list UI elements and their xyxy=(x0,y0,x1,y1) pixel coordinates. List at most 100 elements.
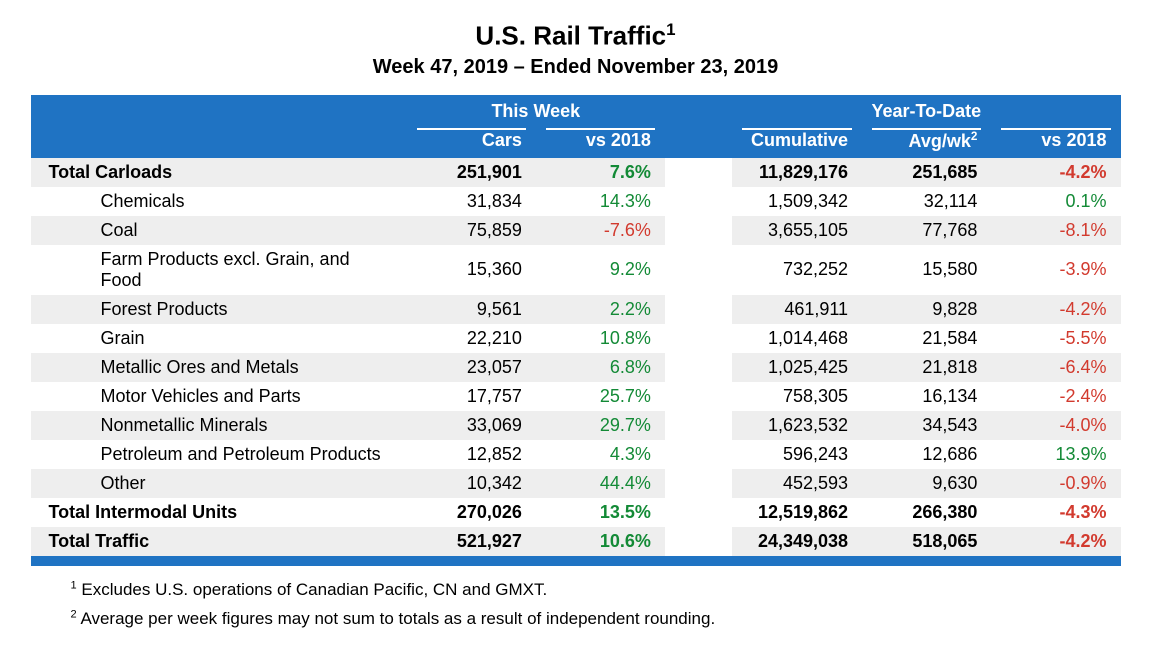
header-cars: Cars xyxy=(407,128,536,158)
row-label: Metallic Ores and Metals xyxy=(31,353,407,382)
gap-cell xyxy=(665,295,732,324)
week-vs-value: 9.2% xyxy=(536,245,665,295)
week-vs-value: 25.7% xyxy=(536,382,665,411)
cumulative-value: 1,509,342 xyxy=(732,187,862,216)
week-vs-value: 4.3% xyxy=(536,440,665,469)
avgwk-value: 266,380 xyxy=(862,498,991,527)
cars-value: 521,927 xyxy=(407,527,536,556)
cars-value: 251,901 xyxy=(407,158,536,187)
cars-value: 15,360 xyxy=(407,245,536,295)
cumulative-value: 3,655,105 xyxy=(732,216,862,245)
table-row: Farm Products excl. Grain, and Food15,36… xyxy=(31,245,1121,295)
footnote-2-text: Average per week figures may not sum to … xyxy=(77,609,716,628)
table-row: Total Intermodal Units270,02613.5%12,519… xyxy=(31,498,1121,527)
row-label: Other xyxy=(31,469,407,498)
title-text: U.S. Rail Traffic xyxy=(475,21,666,51)
row-label: Total Traffic xyxy=(31,527,407,556)
cumulative-value: 732,252 xyxy=(732,245,862,295)
table-row: Total Traffic521,92710.6% 24,349,038518,0… xyxy=(31,527,1121,556)
cumulative-value: 1,025,425 xyxy=(732,353,862,382)
ytd-vs-value: -3.9% xyxy=(991,245,1120,295)
rail-traffic-table: This Week Year-To-Date Cars vs 2018 Cumu… xyxy=(31,95,1121,556)
cars-value: 17,757 xyxy=(407,382,536,411)
ytd-vs-value: -4.0% xyxy=(991,411,1120,440)
cumulative-value: 24,349,038 xyxy=(732,527,862,556)
row-label: Petroleum and Petroleum Products xyxy=(31,440,407,469)
page-subtitle: Week 47, 2019 – Ended November 23, 2019 xyxy=(31,56,1121,79)
week-vs-value: 13.5% xyxy=(536,498,665,527)
week-vs-value: 44.4% xyxy=(536,469,665,498)
avgwk-value: 251,685 xyxy=(862,158,991,187)
avgwk-value: 16,134 xyxy=(862,382,991,411)
header-ytd: Year-To-Date xyxy=(732,95,1120,128)
table-row: Total Carloads251,9017.6% 11,829,176251,6… xyxy=(31,158,1121,187)
avgwk-value: 12,686 xyxy=(862,440,991,469)
cars-value: 33,069 xyxy=(407,411,536,440)
week-vs-value: 10.6% xyxy=(536,527,665,556)
header-gap xyxy=(665,95,732,128)
avgwk-value: 32,114 xyxy=(862,187,991,216)
cars-value: 9,561 xyxy=(407,295,536,324)
cars-value: 75,859 xyxy=(407,216,536,245)
cumulative-value: 596,243 xyxy=(732,440,862,469)
header-avgwk-sup: 2 xyxy=(971,130,978,143)
table-row: Motor Vehicles and Parts17,75725.7%758,3… xyxy=(31,382,1121,411)
week-vs-value: 7.6% xyxy=(536,158,665,187)
gap-cell xyxy=(665,158,732,187)
header-week-vs: vs 2018 xyxy=(536,128,665,158)
avgwk-value: 518,065 xyxy=(862,527,991,556)
row-label: Coal xyxy=(31,216,407,245)
ytd-vs-value: -2.4% xyxy=(991,382,1120,411)
avgwk-value: 21,584 xyxy=(862,324,991,353)
avgwk-value: 9,630 xyxy=(862,469,991,498)
week-vs-value: 2.2% xyxy=(536,295,665,324)
gap-cell xyxy=(665,440,732,469)
row-label: Nonmetallic Minerals xyxy=(31,411,407,440)
gap-cell xyxy=(665,324,732,353)
cumulative-value: 758,305 xyxy=(732,382,862,411)
ytd-vs-value: -5.5% xyxy=(991,324,1120,353)
ytd-vs-value: 0.1% xyxy=(991,187,1120,216)
header-avgwk: Avg/wk2 xyxy=(862,128,991,158)
table-row: Grain22,21010.8%1,014,46821,584-5.5% xyxy=(31,324,1121,353)
header-blank xyxy=(31,95,407,128)
table-row: Petroleum and Petroleum Products12,8524.… xyxy=(31,440,1121,469)
table-row: Nonmetallic Minerals33,06929.7% 1,623,532… xyxy=(31,411,1121,440)
row-label: Forest Products xyxy=(31,295,407,324)
table-row: Metallic Ores and Metals23,0576.8%1,025,… xyxy=(31,353,1121,382)
week-vs-value: -7.6% xyxy=(536,216,665,245)
header-gap-2 xyxy=(665,128,732,158)
week-vs-value: 6.8% xyxy=(536,353,665,382)
ytd-vs-value: -4.2% xyxy=(991,527,1120,556)
week-vs-value: 29.7% xyxy=(536,411,665,440)
table-row: Forest Products9,5612.2%461,9119,828-4.2… xyxy=(31,295,1121,324)
cumulative-value: 1,623,532 xyxy=(732,411,862,440)
cumulative-value: 1,014,468 xyxy=(732,324,862,353)
ytd-vs-value: -4.3% xyxy=(991,498,1120,527)
cars-value: 12,852 xyxy=(407,440,536,469)
gap-cell xyxy=(665,498,732,527)
row-label: Total Carloads xyxy=(31,158,407,187)
avgwk-value: 34,543 xyxy=(862,411,991,440)
title-sup: 1 xyxy=(666,20,675,39)
ytd-vs-value: -6.4% xyxy=(991,353,1120,382)
avgwk-value: 9,828 xyxy=(862,295,991,324)
footnote-2: 2 Average per week figures may not sum t… xyxy=(71,605,1121,634)
gap-cell xyxy=(665,216,732,245)
gap-cell xyxy=(665,353,732,382)
footnotes: 1 Excludes U.S. operations of Canadian P… xyxy=(31,566,1121,634)
header-cumulative: Cumulative xyxy=(732,128,862,158)
cars-value: 10,342 xyxy=(407,469,536,498)
cars-value: 22,210 xyxy=(407,324,536,353)
gap-cell xyxy=(665,245,732,295)
cumulative-value: 11,829,176 xyxy=(732,158,862,187)
table-row: Coal75,859-7.6%3,655,10577,768-8.1% xyxy=(31,216,1121,245)
ytd-vs-value: 13.9% xyxy=(991,440,1120,469)
row-label: Total Intermodal Units xyxy=(31,498,407,527)
table-row: Other10,34244.4%452,5939,630-0.9% xyxy=(31,469,1121,498)
header-blank-2 xyxy=(31,128,407,158)
footnote-1-text: Excludes U.S. operations of Canadian Pac… xyxy=(77,580,548,599)
cars-value: 31,834 xyxy=(407,187,536,216)
bottom-bar xyxy=(31,556,1121,566)
header-this-week: This Week xyxy=(407,95,665,128)
